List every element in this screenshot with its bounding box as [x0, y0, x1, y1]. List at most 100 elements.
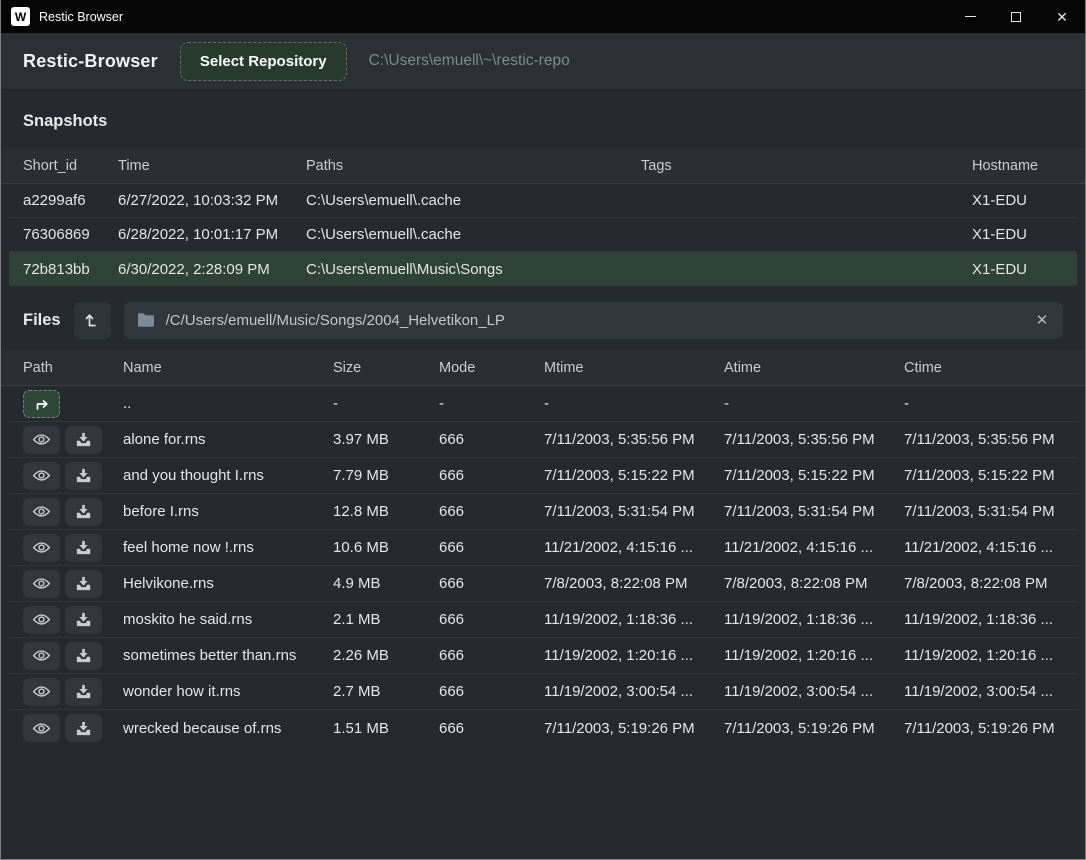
snapshot-row[interactable]: 76306869 6/28/2022, 10:01:17 PM C:\Users… — [9, 218, 1077, 252]
preview-file-button[interactable] — [23, 534, 60, 562]
file-name: before I.rns — [123, 503, 333, 520]
file-row-actions — [23, 678, 123, 706]
app-title: Restic-Browser — [23, 51, 158, 72]
file-row-actions — [23, 462, 123, 490]
snapshot-paths: C:\Users\emuell\.cache — [306, 192, 641, 209]
file-name: alone for.rns — [123, 431, 333, 448]
repository-path-field[interactable]: C:\Users\emuell\~\restic-repo — [369, 52, 570, 70]
download-file-button[interactable] — [65, 606, 102, 634]
preview-file-button[interactable] — [23, 498, 60, 526]
minimize-icon — [965, 16, 976, 17]
file-size: 12.8 MB — [333, 503, 439, 520]
file-ctime: 11/19/2002, 1:20:16 ... — [904, 647, 1077, 664]
file-name: wonder how it.rns — [123, 683, 333, 700]
file-atime: 7/11/2003, 5:35:56 PM — [724, 431, 904, 448]
app-window: W Restic Browser ✕ Restic-Browser Select… — [0, 0, 1086, 860]
download-icon — [75, 504, 92, 519]
file-mode: 666 — [439, 647, 544, 664]
files-column-name: Name — [123, 360, 333, 376]
download-icon — [75, 684, 92, 699]
snapshots-column-hostname: Hostname — [972, 158, 1085, 174]
files-column-path: Path — [23, 360, 123, 376]
file-ctime: 7/11/2003, 5:19:26 PM — [904, 720, 1077, 737]
file-mode: 666 — [439, 575, 544, 592]
files-bar: Files ✕ — [23, 298, 1063, 342]
file-row-actions — [23, 426, 123, 454]
file-row: before I.rns 12.8 MB 666 7/11/2003, 5:31… — [9, 494, 1077, 530]
files-column-mtime: Mtime — [544, 360, 724, 376]
path-input[interactable] — [124, 302, 1063, 339]
preview-file-button[interactable] — [23, 426, 60, 454]
titlebar: W Restic Browser ✕ — [1, 0, 1085, 33]
snapshot-hostname: X1-EDU — [972, 192, 1077, 209]
file-row-actions — [23, 498, 123, 526]
file-name: Helvikone.rns — [123, 575, 333, 592]
file-mtime: - — [544, 395, 724, 412]
maximize-icon — [1011, 12, 1021, 22]
snapshot-row[interactable]: a2299af6 6/27/2022, 10:03:32 PM C:\Users… — [9, 184, 1077, 218]
download-file-button[interactable] — [65, 642, 102, 670]
file-atime: - — [724, 395, 904, 412]
download-file-button[interactable] — [65, 570, 102, 598]
files-column-size: Size — [333, 360, 439, 376]
download-file-button[interactable] — [65, 714, 102, 742]
preview-file-button[interactable] — [23, 570, 60, 598]
file-atime: 7/11/2003, 5:19:26 PM — [724, 720, 904, 737]
download-file-button[interactable] — [65, 462, 102, 490]
empty-area — [1, 746, 1085, 859]
snapshot-hostname: X1-EDU — [972, 226, 1077, 243]
download-icon — [75, 540, 92, 555]
file-size: 4.9 MB — [333, 575, 439, 592]
snapshots-table-header: Short_idTimePathsTagsHostname — [1, 148, 1085, 184]
preview-file-button[interactable] — [23, 678, 60, 706]
level-up-icon — [84, 312, 100, 328]
download-icon — [75, 432, 92, 447]
minimize-button[interactable] — [947, 0, 993, 33]
eye-icon — [32, 433, 51, 446]
download-file-button[interactable] — [65, 678, 102, 706]
preview-file-button[interactable] — [23, 714, 60, 742]
preview-file-button[interactable] — [23, 606, 60, 634]
file-size: 2.1 MB — [333, 611, 439, 628]
file-ctime: 7/11/2003, 5:31:54 PM — [904, 503, 1077, 520]
preview-file-button[interactable] — [23, 642, 60, 670]
file-mtime: 7/11/2003, 5:15:22 PM — [544, 467, 724, 484]
select-repository-button[interactable]: Select Repository — [180, 42, 347, 81]
snapshot-row[interactable]: 72b813bb 6/30/2022, 2:28:09 PM C:\Users\… — [9, 252, 1077, 286]
file-name: .. — [123, 395, 333, 412]
file-ctime: 7/11/2003, 5:35:56 PM — [904, 431, 1077, 448]
file-mtime: 11/21/2002, 4:15:16 ... — [544, 539, 724, 556]
download-icon — [75, 648, 92, 663]
arrow-up-right-icon — [33, 396, 51, 412]
file-mode: 666 — [439, 720, 544, 737]
level-up-button[interactable] — [74, 302, 111, 339]
file-ctime: 7/8/2003, 8:22:08 PM — [904, 575, 1077, 592]
files-table-body: .. - - - - - alone for.rns 3.97 MB 666 — [1, 386, 1085, 746]
files-column-atime: Atime — [724, 360, 904, 376]
snapshot-short-id: 76306869 — [23, 226, 118, 243]
file-mtime: 11/19/2002, 1:18:36 ... — [544, 611, 724, 628]
download-file-button[interactable] — [65, 498, 102, 526]
file-size: 1.51 MB — [333, 720, 439, 737]
download-file-button[interactable] — [65, 534, 102, 562]
file-row: moskito he said.rns 2.1 MB 666 11/19/200… — [9, 602, 1077, 638]
clear-path-button[interactable]: ✕ — [1029, 308, 1055, 333]
file-row: feel home now !.rns 10.6 MB 666 11/21/20… — [9, 530, 1077, 566]
file-mode: 666 — [439, 467, 544, 484]
file-atime: 11/19/2002, 3:00:54 ... — [724, 683, 904, 700]
open-parent-directory-button[interactable] — [23, 390, 60, 418]
file-atime: 11/19/2002, 1:20:16 ... — [724, 647, 904, 664]
download-icon — [75, 612, 92, 627]
file-row: sometimes better than.rns 2.26 MB 666 11… — [9, 638, 1077, 674]
app-logo-icon: W — [11, 7, 30, 26]
current-path-field: ✕ — [124, 302, 1063, 339]
download-file-button[interactable] — [65, 426, 102, 454]
file-mode: 666 — [439, 431, 544, 448]
maximize-button[interactable] — [993, 0, 1039, 33]
file-row-actions — [23, 606, 123, 634]
close-button[interactable]: ✕ — [1039, 0, 1085, 33]
snapshot-time: 6/27/2022, 10:03:32 PM — [118, 192, 306, 209]
eye-icon — [32, 505, 51, 518]
preview-file-button[interactable] — [23, 462, 60, 490]
file-size: 3.97 MB — [333, 431, 439, 448]
